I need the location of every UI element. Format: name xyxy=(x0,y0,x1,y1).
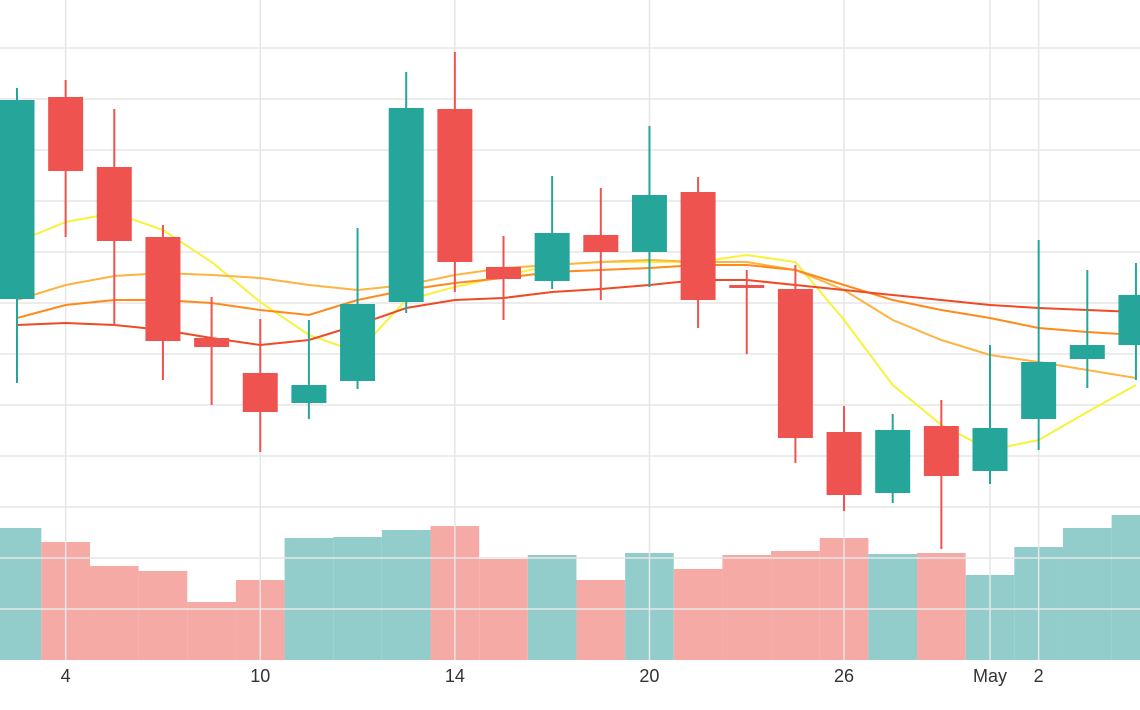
volume-bar xyxy=(284,538,334,660)
volume-bar xyxy=(1111,515,1140,660)
candle-body xyxy=(486,267,521,279)
volume-bar xyxy=(381,530,431,660)
x-tick-label: May xyxy=(973,666,1007,686)
volume-bar xyxy=(868,554,918,660)
candle-body xyxy=(777,289,813,438)
volume-bar xyxy=(917,553,966,660)
volume-bar xyxy=(187,602,236,660)
volume-bar xyxy=(333,537,382,660)
moving-average-line xyxy=(16,279,1136,347)
candle-layer xyxy=(0,52,1140,549)
volume-bar xyxy=(1062,528,1112,660)
candle-body xyxy=(242,373,278,412)
candle-body xyxy=(145,237,181,341)
candle-body xyxy=(729,285,765,288)
volume-bar xyxy=(527,555,577,660)
moving-average-line xyxy=(16,264,1137,336)
candle-body xyxy=(923,426,959,476)
candle-body xyxy=(340,304,376,381)
candle-body xyxy=(972,428,1008,471)
candle-body xyxy=(0,100,35,299)
x-tick-label: 20 xyxy=(639,666,659,686)
volume-bar xyxy=(138,571,188,660)
candle-body xyxy=(437,109,473,262)
candle-body xyxy=(534,233,570,281)
x-tick-label: 10 xyxy=(250,666,270,686)
label-layer: 4 10 14 20 26 May 2 xyxy=(61,666,1044,686)
candle-body xyxy=(1021,362,1057,419)
candle-body xyxy=(826,432,862,495)
volume-bar xyxy=(771,551,820,660)
candle-body xyxy=(631,195,667,252)
candle-body xyxy=(1069,345,1105,359)
x-tick-label: 2 xyxy=(1034,666,1044,686)
candle-body xyxy=(291,385,327,403)
candle-body xyxy=(96,167,132,241)
x-tick-label: 14 xyxy=(445,666,465,686)
candle-body xyxy=(194,338,230,347)
grid-layer xyxy=(0,0,1140,660)
volume-bar xyxy=(0,528,42,660)
volume-bar xyxy=(576,580,626,660)
x-tick-label: 26 xyxy=(834,666,854,686)
candle-body xyxy=(48,97,84,171)
candle-body xyxy=(680,192,716,300)
volume-layer xyxy=(0,515,1140,660)
candle-body xyxy=(583,235,619,252)
x-tick-label: 4 xyxy=(61,666,71,686)
volume-bar xyxy=(722,555,772,660)
candle-body xyxy=(388,108,424,302)
candle-body xyxy=(1118,295,1140,345)
candle-body xyxy=(875,430,911,493)
moving-average-line xyxy=(16,258,1137,379)
volume-bar xyxy=(89,566,139,660)
volume-bar xyxy=(673,569,723,660)
